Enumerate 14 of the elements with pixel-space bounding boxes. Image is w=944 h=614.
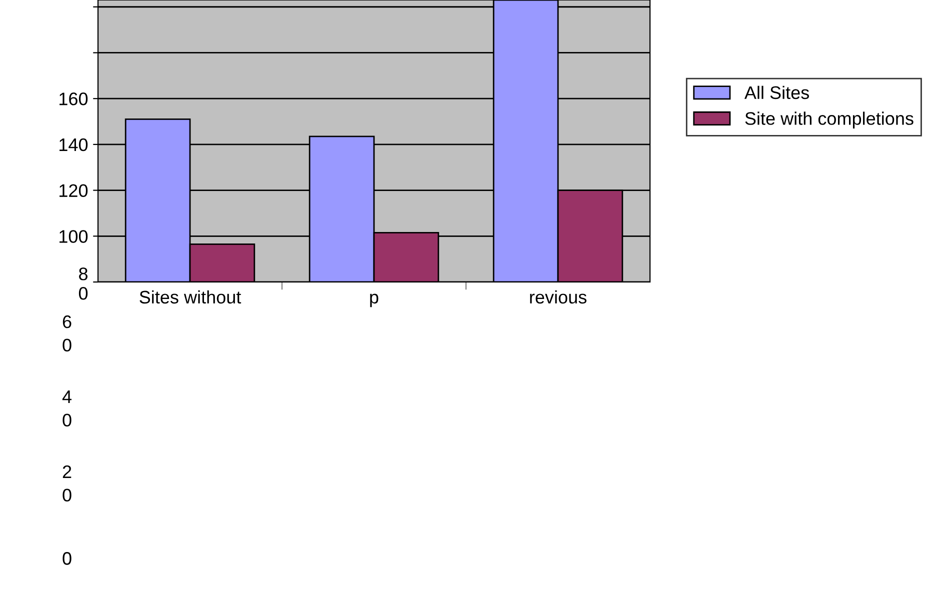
y-tick-label: 160 [60,92,88,106]
legend-label: All Sites [744,86,809,100]
y-tick-label: 120 [60,184,88,198]
legend-label: Site with completions [745,112,914,129]
x-tick-label: Sites without [140,290,242,304]
text: 0 [62,552,72,565]
text: 2 0 [62,465,72,502]
y-tick-label: 8 0 [78,268,88,300]
text: 6 0 [62,315,72,352]
x-tick-label: revious [530,290,586,304]
y-tick-label: 140 [60,138,88,152]
y-tick-label: 100 [60,230,88,243]
text: 4 0 [62,390,72,427]
x-tick-label: p [370,294,378,308]
